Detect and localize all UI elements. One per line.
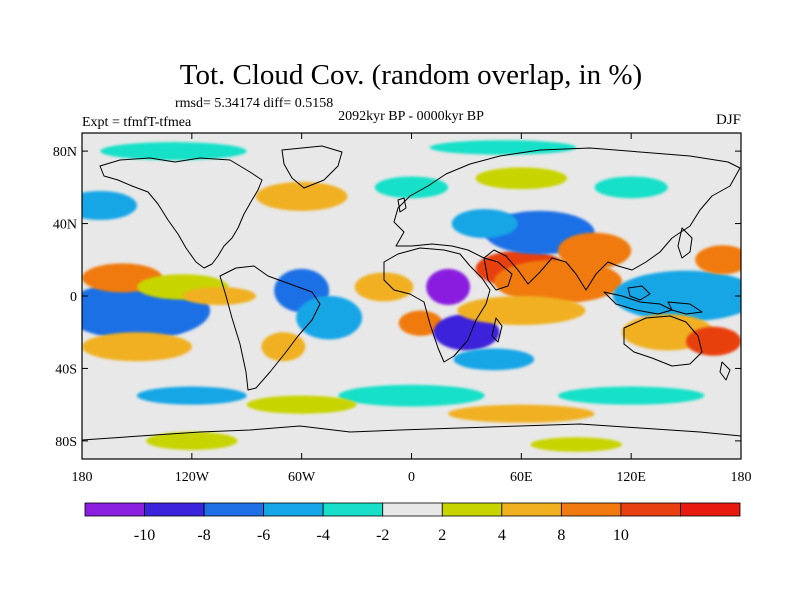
anomaly-region [426, 268, 471, 306]
colorbar-swatch [322, 502, 384, 517]
anomaly-region [261, 332, 306, 362]
anomaly-region [453, 348, 535, 371]
x-tick-label: 60E [510, 470, 533, 485]
anomaly-region [429, 140, 577, 155]
coastline-australia [623, 315, 703, 367]
coastline-new-guinea [667, 301, 703, 315]
coastline-japan [677, 227, 693, 259]
colorbar-label: 4 [498, 527, 506, 544]
anomaly-region [82, 190, 137, 220]
colorbar-label: -4 [317, 527, 330, 544]
x-tick-label: 180 [731, 470, 752, 485]
anomaly-region [686, 326, 741, 356]
figure-title: Tot. Cloud Cov. (random overlap, in %) [180, 59, 642, 91]
anomaly-region [475, 167, 568, 190]
colorbar-swatch [382, 502, 443, 517]
anomaly-region [557, 386, 705, 405]
coastline-north-america [99, 157, 263, 269]
anomaly-region [493, 259, 623, 304]
x-tick-label: 180 [72, 470, 93, 485]
map-panel: 180 120W 60W 0 60E 120E 180 80N 40N 0 40S 80S [53, 132, 752, 485]
colorbar-label: 8 [557, 527, 565, 544]
anomaly-region [255, 181, 348, 211]
colorbar-swatch [620, 502, 681, 517]
colorbar-swatch [680, 502, 741, 517]
coastline-south-america [219, 265, 321, 391]
anomaly-region [594, 176, 668, 199]
stats-label: rmsd= 5.34174 diff= 0.5158 [175, 96, 333, 111]
anomaly-region [354, 272, 414, 302]
x-tick-label: 120E [616, 470, 646, 485]
y-tick-label: 40S [55, 362, 77, 377]
anomaly-region [612, 270, 741, 322]
coastline-africa [383, 247, 491, 363]
anomaly-region [136, 386, 247, 405]
y-tick-label: 80S [55, 435, 77, 450]
experiment-label: Expt = tfmfT-tfmea [82, 115, 192, 130]
coastline-borneo [627, 285, 651, 301]
colorbar: -10 -8 -6 -4 -2 2 4 8 10 [84, 502, 741, 544]
y-axis: 80N 40N 0 40S 80S [53, 145, 741, 450]
colorbar-label: -10 [134, 527, 155, 544]
coastline-new-zealand [719, 361, 731, 381]
colorbar-swatch [84, 502, 145, 517]
colorbar-swatch [501, 502, 562, 517]
colorbar-swatch [144, 502, 205, 517]
period-label: 2092kyr BP - 0000kyr BP [338, 109, 484, 124]
colorbar-label: -6 [257, 527, 270, 544]
anomaly-region [182, 286, 256, 306]
coastlines [82, 145, 741, 441]
colorbar-swatch [263, 502, 324, 517]
x-axis: 180 120W 60W 0 60E 120E 180 [72, 133, 752, 485]
anomaly-region [374, 176, 449, 199]
colorbar-label: 2 [438, 527, 446, 544]
anomaly-region [296, 296, 363, 340]
anomaly-region [82, 332, 192, 362]
coastline-british-isles [397, 197, 407, 213]
anomaly-region [457, 296, 586, 325]
coastline-antarctica [82, 423, 741, 441]
season-label: DJF [716, 112, 741, 128]
y-tick-label: 40N [53, 218, 77, 233]
y-tick-label: 80N [53, 145, 77, 160]
anomaly-region [557, 232, 632, 269]
anomaly-field [82, 140, 741, 452]
anomaly-region [338, 384, 485, 407]
anomaly-region [246, 395, 357, 414]
anomaly-region [100, 142, 247, 161]
y-tick-label: 0 [70, 290, 77, 305]
anomaly-region [530, 437, 623, 452]
anomaly-region [146, 431, 238, 450]
x-tick-label: 0 [408, 470, 415, 485]
colorbar-swatch [560, 502, 622, 517]
coastline-eurasia [393, 147, 741, 291]
colorbar-swatch [203, 502, 265, 517]
x-tick-label: 120W [175, 470, 210, 485]
x-tick-label: 60W [288, 470, 316, 485]
colorbar-swatch [441, 502, 503, 517]
anomaly-region [695, 245, 741, 275]
anomaly-region [433, 314, 500, 351]
colorbar-label: -2 [376, 527, 389, 544]
coastline-madagascar [491, 317, 503, 343]
anomaly-region [451, 209, 518, 239]
coastline-greenland [281, 145, 343, 189]
coastline-arabia [483, 257, 513, 291]
colorbar-label: 10 [613, 527, 629, 544]
anomaly-region [448, 404, 595, 423]
colorbar-label: -8 [197, 527, 210, 544]
